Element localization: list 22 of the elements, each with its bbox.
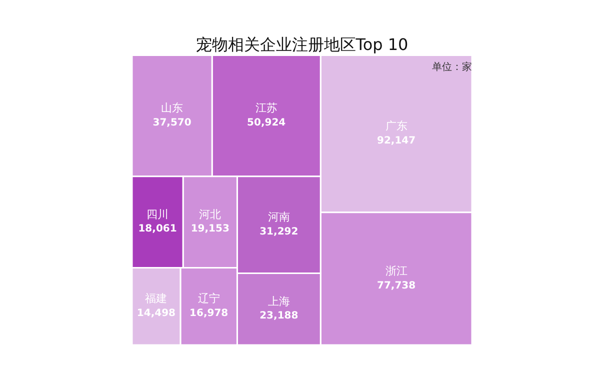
- category-label: 浙江: [385, 264, 408, 278]
- text: 单位：家: [432, 60, 472, 74]
- category-label: 河南: [268, 210, 290, 224]
- category-label: 江苏: [255, 102, 278, 115]
- text: 宠物相关企业注册地区Top 10: [196, 34, 408, 54]
- data-label: 31,292: [260, 226, 298, 238]
- data-label: 23,188: [260, 310, 298, 322]
- data-label: 14,498: [136, 308, 176, 319]
- category-label: 山东: [161, 102, 184, 115]
- data-label: 18,061: [138, 224, 177, 235]
- data-label: 16,978: [190, 308, 228, 319]
- category-label: 福建: [145, 292, 168, 306]
- category-label: 广东: [385, 120, 408, 133]
- category-label: 上海: [268, 294, 290, 308]
- data-label: 19,153: [190, 224, 230, 235]
- category-label: 四川: [146, 208, 169, 221]
- data-label: 92,147: [377, 135, 416, 146]
- category-label: 辽宁: [198, 292, 220, 306]
- category-label: 河北: [199, 208, 222, 221]
- data-label: 37,570: [152, 117, 192, 128]
- data-label: 77,738: [377, 280, 416, 292]
- data-label: 50,924: [247, 117, 286, 128]
